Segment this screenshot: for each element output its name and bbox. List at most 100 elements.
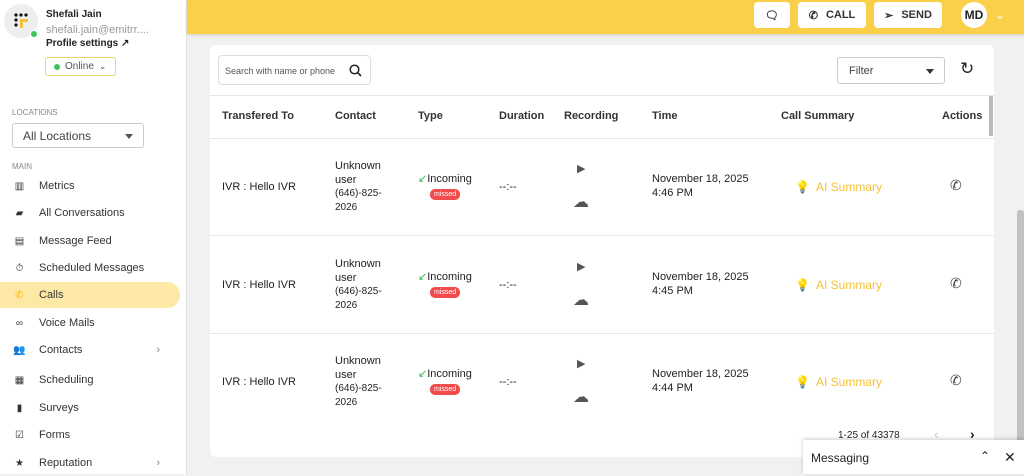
search-placeholder: Search with name or phone: [225, 66, 336, 76]
messaging-widget[interactable]: Messaging ⌃ ✕: [803, 440, 1024, 474]
sidebar-item-contacts[interactable]: 👥 Contacts ›: [0, 337, 180, 363]
call-back-button[interactable]: ✆: [950, 178, 962, 192]
user-name: Shefali Jain: [46, 9, 102, 20]
next-page-button[interactable]: ›: [970, 426, 975, 442]
sidebar-item-label: Scheduling: [39, 374, 94, 386]
call-type: ↙Incoming missed: [418, 270, 472, 298]
contact[interactable]: Unknown user (646)-825- 2026: [335, 354, 382, 410]
close-icon[interactable]: ✕: [1004, 449, 1016, 465]
sidebar-item-reputation[interactable]: ★ Reputation ›: [0, 450, 180, 476]
sidebar-item-scheduled-messages[interactable]: ⏱ Scheduled Messages: [0, 255, 180, 281]
page-scrollbar-thumb[interactable]: [1017, 210, 1024, 474]
status-badge: missed: [430, 189, 461, 200]
cloud-download-icon[interactable]: ☁: [573, 291, 589, 309]
chat-icon: ▰: [15, 207, 24, 219]
phone-icon: ✆: [950, 274, 962, 291]
call-back-button[interactable]: ✆: [950, 276, 962, 290]
ai-summary-button[interactable]: 💡 AI Summary: [795, 278, 882, 292]
calls-card: Search with name or phone Filter ↻ Trans…: [210, 45, 994, 457]
star-icon: ★: [15, 457, 24, 469]
send-label: SEND: [901, 9, 932, 21]
sidebar-item-label: Calls: [39, 289, 64, 301]
chevron-up-icon[interactable]: ⌃: [980, 449, 991, 463]
sidebar-item-voice-mails[interactable]: ∞ Voice Mails: [0, 310, 180, 336]
cloud-download-icon[interactable]: ☁: [573, 194, 589, 211]
transferred-to: IVR : Hello IVR: [222, 376, 296, 388]
transferred-to: IVR : Hello IVR: [222, 181, 296, 193]
sidebar-item-forms[interactable]: ☑ Forms: [0, 422, 180, 448]
sidebar-item-metrics[interactable]: ▥ Metrics: [0, 173, 180, 199]
call-button[interactable]: ✆ CALL: [798, 2, 866, 28]
contact-phone: (646)-825-: [335, 188, 382, 199]
caret-down-icon: [926, 69, 934, 78]
chevron-down-icon[interactable]: ⌄: [995, 8, 1006, 22]
column-header: Transfered To: [222, 110, 294, 122]
ai-summary-label: AI Summary: [815, 277, 882, 292]
send-button[interactable]: ➢ SEND: [874, 2, 942, 28]
column-header: Recording: [564, 110, 619, 122]
refresh-icon[interactable]: ↻: [960, 59, 975, 78]
table-scrollbar[interactable]: [989, 96, 993, 136]
play-icon[interactable]: ▶: [577, 260, 586, 273]
sidebar-item-calls[interactable]: ✆ Calls: [0, 282, 180, 308]
status-dropdown[interactable]: Online ⌄: [45, 57, 116, 76]
sidebar-item-all-conversations[interactable]: ▰ All Conversations: [0, 200, 180, 226]
sidebar-item-label: Scheduled Messages: [39, 262, 145, 274]
online-dot: [30, 30, 38, 38]
prev-page-button[interactable]: ‹: [934, 426, 939, 442]
contact-phone: (646)-825-: [335, 285, 382, 297]
duration: --:--: [499, 376, 517, 388]
call-hour: 4:45 PM: [652, 284, 693, 297]
call-time: November 18, 2025 4:46 PM: [652, 172, 749, 200]
cloud-download-icon[interactable]: ☁: [573, 389, 589, 406]
phone-icon: ✆: [950, 372, 962, 388]
search-input[interactable]: Search with name or phone: [218, 55, 371, 85]
org-avatar[interactable]: [4, 4, 38, 38]
sidebar-item-label: Surveys: [39, 402, 79, 414]
contact[interactable]: Unknown user (646)-825- 2026: [335, 159, 382, 215]
document-icon: ▮: [16, 402, 23, 414]
duration: --:--: [499, 181, 517, 193]
main-label: MAIN: [12, 162, 32, 171]
status-badge: missed: [430, 384, 461, 395]
external-link-icon: ↗: [121, 38, 130, 49]
chevron-right-icon: ›: [156, 457, 160, 469]
status-label: Online: [65, 61, 94, 72]
filter-dropdown[interactable]: Filter: [837, 57, 945, 84]
sidebar-item-label: Voice Mails: [39, 317, 95, 329]
profile-settings-link[interactable]: Profile settings ↗: [46, 38, 129, 49]
profile-settings-label: Profile settings: [46, 38, 119, 49]
incoming-arrow-icon: ↙: [418, 173, 428, 185]
filter-label: Filter: [849, 65, 874, 77]
location-value: All Locations: [23, 129, 92, 143]
sidebar-item-scheduling[interactable]: ▦ Scheduling: [0, 367, 180, 393]
column-header: Type: [418, 110, 443, 122]
sidebar-item-surveys[interactable]: ▮ Surveys: [0, 395, 180, 421]
user-avatar[interactable]: MD: [961, 2, 987, 28]
sidebar-item-label: Forms: [39, 429, 71, 441]
messages-button[interactable]: 🗨: [754, 2, 790, 28]
sidebar-item-label: Contacts: [39, 344, 83, 356]
call-back-button[interactable]: ✆: [950, 373, 962, 387]
play-icon[interactable]: ▶: [577, 163, 586, 175]
column-header: Duration: [499, 110, 545, 122]
call-type: ↙Incoming missed: [418, 172, 472, 200]
ai-summary-button[interactable]: 💡 AI Summary: [795, 180, 882, 194]
calendar-icon: ▦: [14, 374, 25, 386]
chevron-right-icon: ›: [156, 344, 160, 356]
play-icon[interactable]: ▶: [577, 358, 586, 370]
lightbulb-icon: 💡: [795, 180, 810, 194]
contact[interactable]: Unknown user (646)-825- 2026: [335, 257, 382, 313]
phone-icon: ✆: [950, 177, 962, 193]
sidebar-item-message-feed[interactable]: ▤ Message Feed: [0, 228, 180, 254]
contact-phone: (646)-825-: [335, 383, 382, 394]
location-select[interactable]: All Locations: [12, 123, 144, 148]
status-dot: [54, 63, 60, 70]
column-header: Time: [652, 110, 678, 122]
ai-summary-button[interactable]: 💡 AI Summary: [795, 375, 882, 389]
sidebar-item-label: All Conversations: [39, 207, 125, 219]
sidebar-item-label: Message Feed: [39, 235, 112, 247]
voicemail-icon: ∞: [15, 317, 24, 329]
contact-name-2: user: [335, 271, 357, 284]
contact-name-2: user: [335, 369, 357, 381]
